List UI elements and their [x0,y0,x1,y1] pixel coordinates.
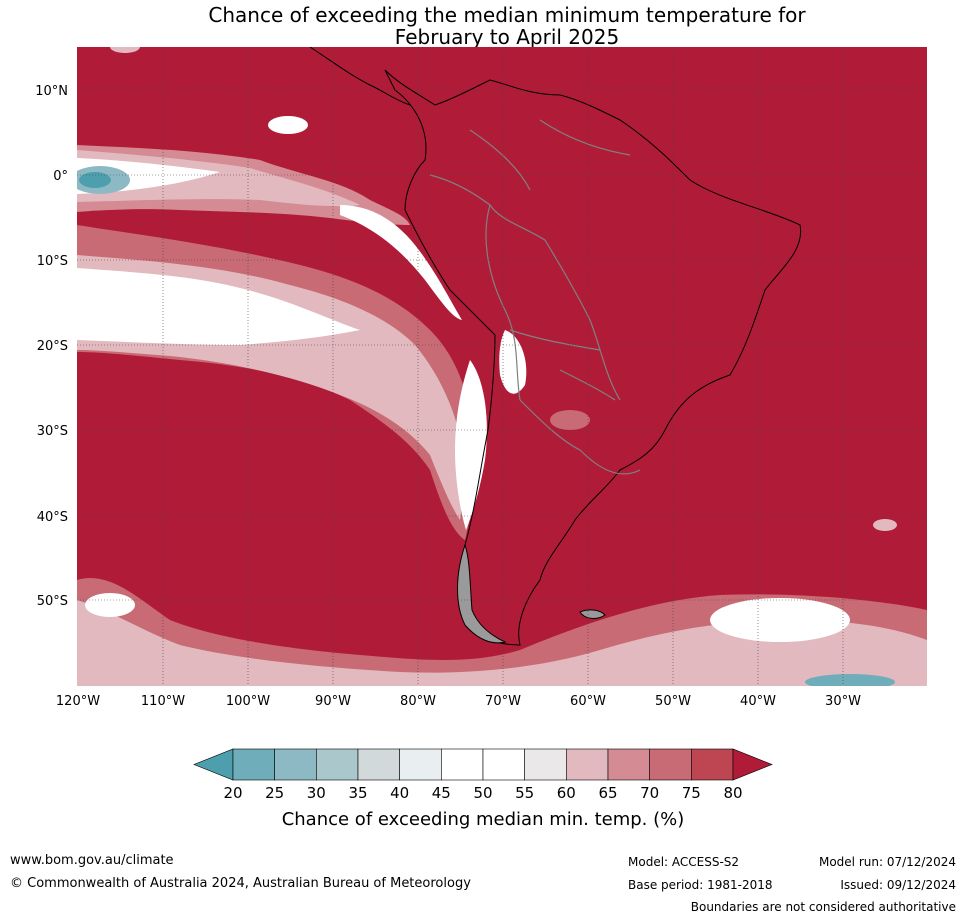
anomaly-band-southern-light [77,600,927,686]
map-panel [77,47,927,686]
anomaly-patch-3 [550,410,590,430]
colorbar-segment [399,748,442,781]
colorbar-tick-label: 40 [390,784,409,802]
lon-label: 80°W [400,694,436,709]
footer-disclaimer: Boundaries are not considered authoritat… [690,900,956,914]
lat-label: 10°S [37,254,68,269]
colorbar-tick-label: 45 [432,784,451,802]
colorbar-tick-label: 50 [473,784,492,802]
lon-label: 110°W [141,694,185,709]
footer-base-period: Base period: 1981-2018 [628,878,773,892]
footer-issued: Issued: 09/12/2024 [840,878,956,892]
colorbar-segment [607,748,650,781]
anomaly-patch-4 [873,519,897,531]
anomaly-coast-chile-white [455,360,487,530]
colorbar-tick-label: 75 [682,784,701,802]
anomaly-patch-2 [110,47,140,53]
colorbar-tick-label: 65 [598,784,617,802]
footer-website[interactable]: www.bom.gov.au/climate [10,853,174,868]
lon-label: 100°W [226,694,270,709]
lat-label: 30°S [37,424,68,439]
south-america-coastline [384,69,802,646]
latitude-labels: 10°N 0° 10°S 20°S 30°S 40°S 50°S [35,84,68,609]
anomaly-white-south-east [710,598,850,642]
colorbar-segment [524,748,567,781]
colorbar-segment [357,748,400,781]
lon-label: 50°W [655,694,691,709]
colorbar-segment [482,748,525,781]
patagonia-masked-area [457,543,507,644]
colorbar-tick-label: 20 [223,784,242,802]
footer-model-run: Model run: 07/12/2024 [818,855,956,869]
anomaly-andes-white [499,330,527,394]
colorbar-segment [274,748,317,781]
colorbar-segment [441,748,484,781]
colorbar-segment [691,748,734,781]
lon-label: 60°W [570,694,606,709]
lon-label: 40°W [740,694,776,709]
lon-label: 120°W [56,694,100,709]
colorbar-tick-label: 55 [515,784,534,802]
colorbar-tick-label: 80 [723,784,742,802]
colorbar-arrow-low [193,748,234,781]
anomaly-blue-south [805,674,895,686]
anomaly-white-south-west [85,593,135,617]
country-borders [429,119,641,475]
title-line-1: Chance of exceeding the median minimum t… [208,3,806,27]
anomaly-blue-equator-core [79,172,111,188]
map-gridlines [77,47,927,686]
lat-label: 50°S [37,594,68,609]
falkland-islands [579,609,606,619]
colorbar-segments [232,748,734,781]
colorbar-tick-label: 25 [265,784,284,802]
colorbar-segment [566,748,609,781]
chart-title: Chance of exceeding the median minimum t… [0,4,965,48]
anomaly-patch-1 [268,116,308,134]
colorbar-tick-label: 60 [557,784,576,802]
anomaly-band-pacific-white [77,268,360,345]
colorbar: 20 25 30 35 40 45 50 55 60 65 70 75 80 C… [193,748,773,830]
colorbar-tick-label: 70 [640,784,659,802]
footer-copyright: © Commonwealth of Australia 2024, Austra… [10,876,471,891]
anomaly-coast-white [340,205,462,320]
map-figure: 10°N 0° 10°S 20°S 30°S 40°S 50°S 120°W 1… [35,47,927,830]
lon-label: 30°W [825,694,861,709]
colorbar-tick-label: 35 [348,784,367,802]
lat-label: 40°S [37,510,68,525]
colorbar-segment [649,748,692,781]
lon-label: 70°W [485,694,521,709]
lon-label: 90°W [315,694,351,709]
lat-label: 10°N [35,84,68,99]
lat-label: 20°S [37,339,68,354]
title-line-2: February to April 2025 [394,25,620,49]
lat-label: 0° [53,169,68,184]
colorbar-segment [232,748,275,781]
colorbar-tick-label: 30 [307,784,326,802]
colorbar-segment [316,748,359,781]
central-america-coastline [309,47,411,106]
colorbar-ticks: 20 25 30 35 40 45 50 55 60 65 70 75 80 [223,784,742,802]
colorbar-arrow-high [732,748,773,781]
longitude-labels: 120°W 110°W 100°W 90°W 80°W 70°W 60°W 50… [56,694,861,709]
colorbar-title: Chance of exceeding median min. temp. (%… [282,809,685,830]
footer-model: Model: ACCESS-S2 [628,855,740,869]
